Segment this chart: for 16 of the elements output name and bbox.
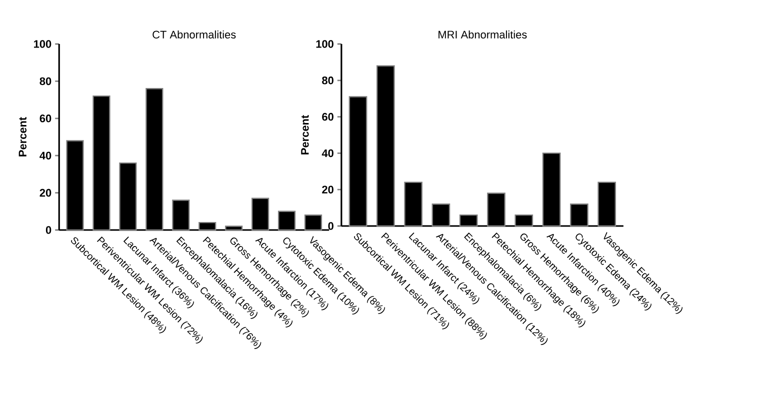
y-tick-label: 0 (46, 226, 52, 234)
y-tick-label: 100 (34, 40, 52, 48)
chart-title: MRI Abnormalities (438, 30, 527, 38)
y-tick-label: 40 (322, 149, 334, 158)
y-tick-label: 20 (322, 186, 334, 194)
y-axis-title: Percent (301, 115, 309, 154)
y-tick-label: 60 (322, 112, 334, 121)
y-tick-label: 100 (316, 40, 334, 48)
y-tick-label: 20 (40, 188, 52, 197)
y-axis-title: Percent (18, 117, 26, 156)
y-tick-label: 60 (40, 114, 52, 122)
chart-title: CT Abnormalities (152, 30, 236, 38)
y-tick-label: 0 (328, 222, 334, 230)
y-tick-label: 40 (40, 152, 52, 160)
y-tick-label: 80 (40, 77, 52, 86)
y-tick-label: 80 (322, 76, 334, 84)
